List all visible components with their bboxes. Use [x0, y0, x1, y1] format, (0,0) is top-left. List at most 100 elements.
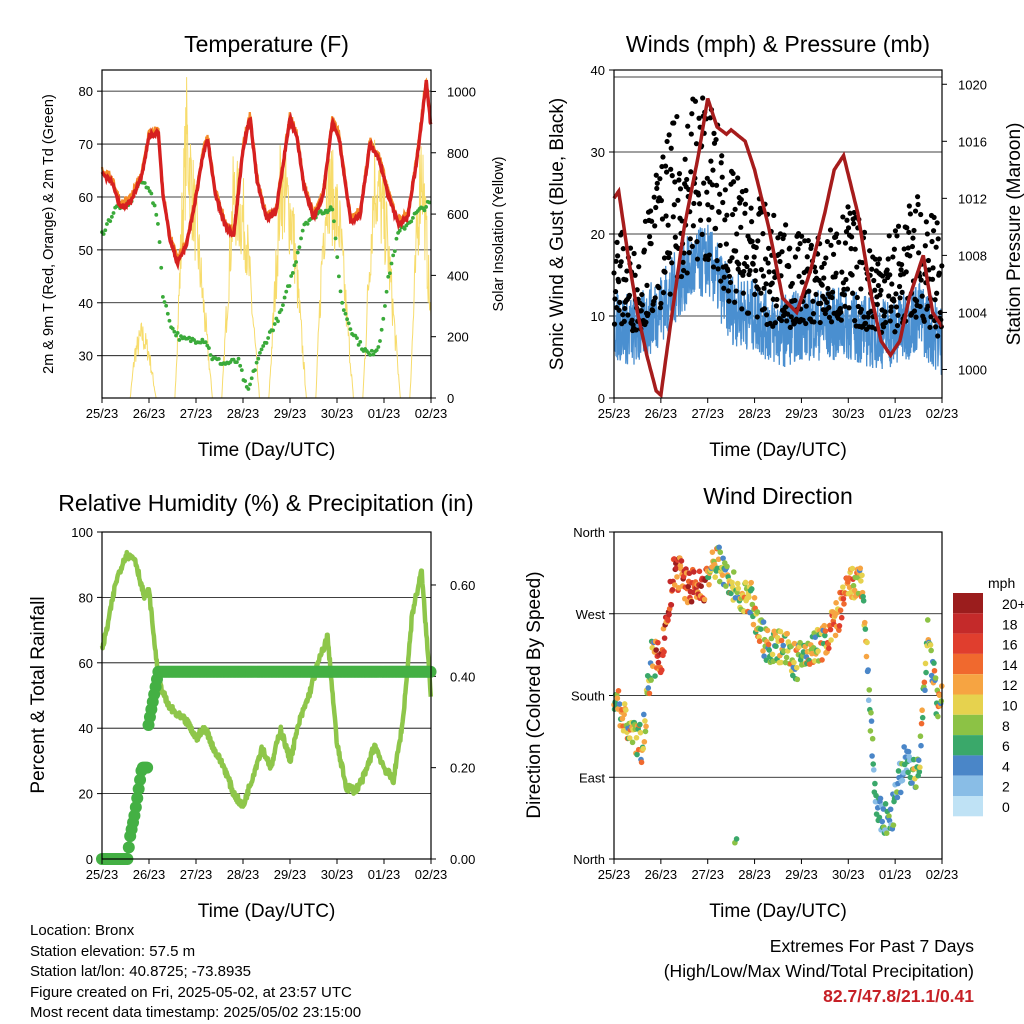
gust-point	[705, 256, 711, 262]
gust-point	[730, 170, 736, 177]
gust-point	[733, 248, 739, 254]
gust-point	[933, 324, 939, 330]
gust-point	[720, 199, 726, 206]
gust-point	[819, 264, 825, 270]
direction-point	[671, 582, 678, 588]
wind-xtick-label: 28/23	[738, 406, 771, 421]
temp-ytick-label: 80	[79, 84, 93, 99]
dewpoint-point	[165, 311, 170, 316]
gust-point	[858, 306, 865, 313]
gust-point	[657, 305, 663, 311]
pressure-ytick-label: 1012	[958, 191, 987, 206]
gust-point	[886, 293, 892, 299]
gust-point	[697, 217, 704, 223]
gust-point	[845, 225, 852, 231]
gust-point	[718, 278, 724, 284]
gust-point	[654, 180, 660, 186]
direction-point	[729, 579, 735, 586]
gust-point	[770, 323, 776, 329]
direction-point	[860, 597, 867, 604]
solar-ytick-label: 200	[447, 330, 469, 345]
direction-point	[894, 794, 901, 801]
gust-point	[706, 217, 712, 223]
gust-point	[894, 233, 900, 239]
gust-point	[633, 327, 639, 333]
gust-point	[629, 317, 635, 323]
gust-point	[722, 187, 728, 193]
gust-point	[858, 286, 864, 292]
gust-point	[936, 270, 942, 276]
dewpoint-point	[259, 347, 264, 352]
gust-point	[817, 319, 823, 326]
gust-point	[662, 269, 668, 275]
gust-point	[879, 273, 886, 279]
direction-point	[641, 711, 647, 718]
gust-point	[699, 231, 705, 237]
dewpoint-point	[343, 311, 348, 316]
gust-point	[744, 263, 750, 270]
dir-xtick-label: 30/23	[832, 867, 865, 882]
gust-point	[838, 309, 844, 315]
colorbar-swatch	[953, 694, 983, 715]
dewpoint-point	[394, 236, 399, 241]
gust-point	[911, 308, 918, 314]
direction-point	[840, 595, 847, 602]
gust-point	[663, 213, 669, 219]
rh-xtick-label: 29/23	[274, 867, 307, 882]
gust-point	[616, 307, 622, 313]
gust-point	[796, 273, 802, 279]
direction-point	[757, 626, 764, 632]
gust-point	[841, 292, 847, 298]
gust-point	[660, 290, 667, 296]
direction-point	[669, 587, 676, 593]
direction-point	[648, 677, 654, 683]
colorbar-label: 18	[1002, 616, 1018, 632]
direction-point	[778, 659, 784, 666]
rh-ylabel: Percent & Total Rainfall	[28, 596, 49, 793]
gust-point	[669, 260, 675, 266]
dir-ytick-label: North	[573, 852, 605, 867]
wind-ylabel: Sonic Wind & Gust (Blue, Black)	[547, 98, 568, 370]
gust-point	[847, 210, 853, 216]
gust-point	[895, 223, 902, 229]
gust-point	[907, 211, 913, 217]
direction-point	[724, 563, 730, 570]
dewpoint-point	[248, 382, 252, 387]
gust-point	[918, 211, 924, 218]
dewpoint-point	[330, 207, 335, 212]
dewpoint-point	[402, 226, 407, 231]
gust-point	[849, 272, 855, 278]
dewpoint-point	[295, 250, 300, 255]
direction-point	[919, 714, 926, 721]
dewpoint-point	[192, 338, 197, 342]
dewpoint-point	[249, 376, 254, 381]
gust-point	[688, 131, 694, 137]
dewpoint-point	[264, 341, 269, 345]
gust-point	[872, 287, 878, 293]
direction-point	[905, 769, 911, 776]
gust-point	[739, 306, 745, 312]
gust-point	[666, 132, 672, 138]
gust-point	[910, 235, 916, 241]
dewpoint-point	[159, 265, 164, 270]
gust-point	[667, 291, 673, 297]
temperature-title: Temperature (F)	[184, 31, 349, 57]
dewpoint-point	[345, 317, 350, 322]
gust-point	[905, 245, 911, 251]
gust-point	[749, 238, 755, 244]
dewpoint-point	[236, 356, 241, 361]
gust-point	[657, 176, 663, 182]
rh-xtick-label: 01/23	[368, 867, 401, 882]
gust-point	[892, 329, 898, 335]
temp-xtick-label: 30/23	[321, 406, 354, 421]
direction-point	[928, 647, 934, 654]
dewpoint-point	[427, 200, 432, 205]
direction-point	[895, 768, 902, 774]
gust-point	[919, 293, 925, 299]
dewpoint-point	[172, 329, 177, 334]
temp-xtick-label: 25/23	[86, 406, 119, 421]
dewpoint-point	[162, 300, 167, 304]
temp-xtick-label: 01/23	[368, 406, 401, 421]
gust-point	[812, 269, 819, 275]
direction-point	[863, 653, 870, 660]
